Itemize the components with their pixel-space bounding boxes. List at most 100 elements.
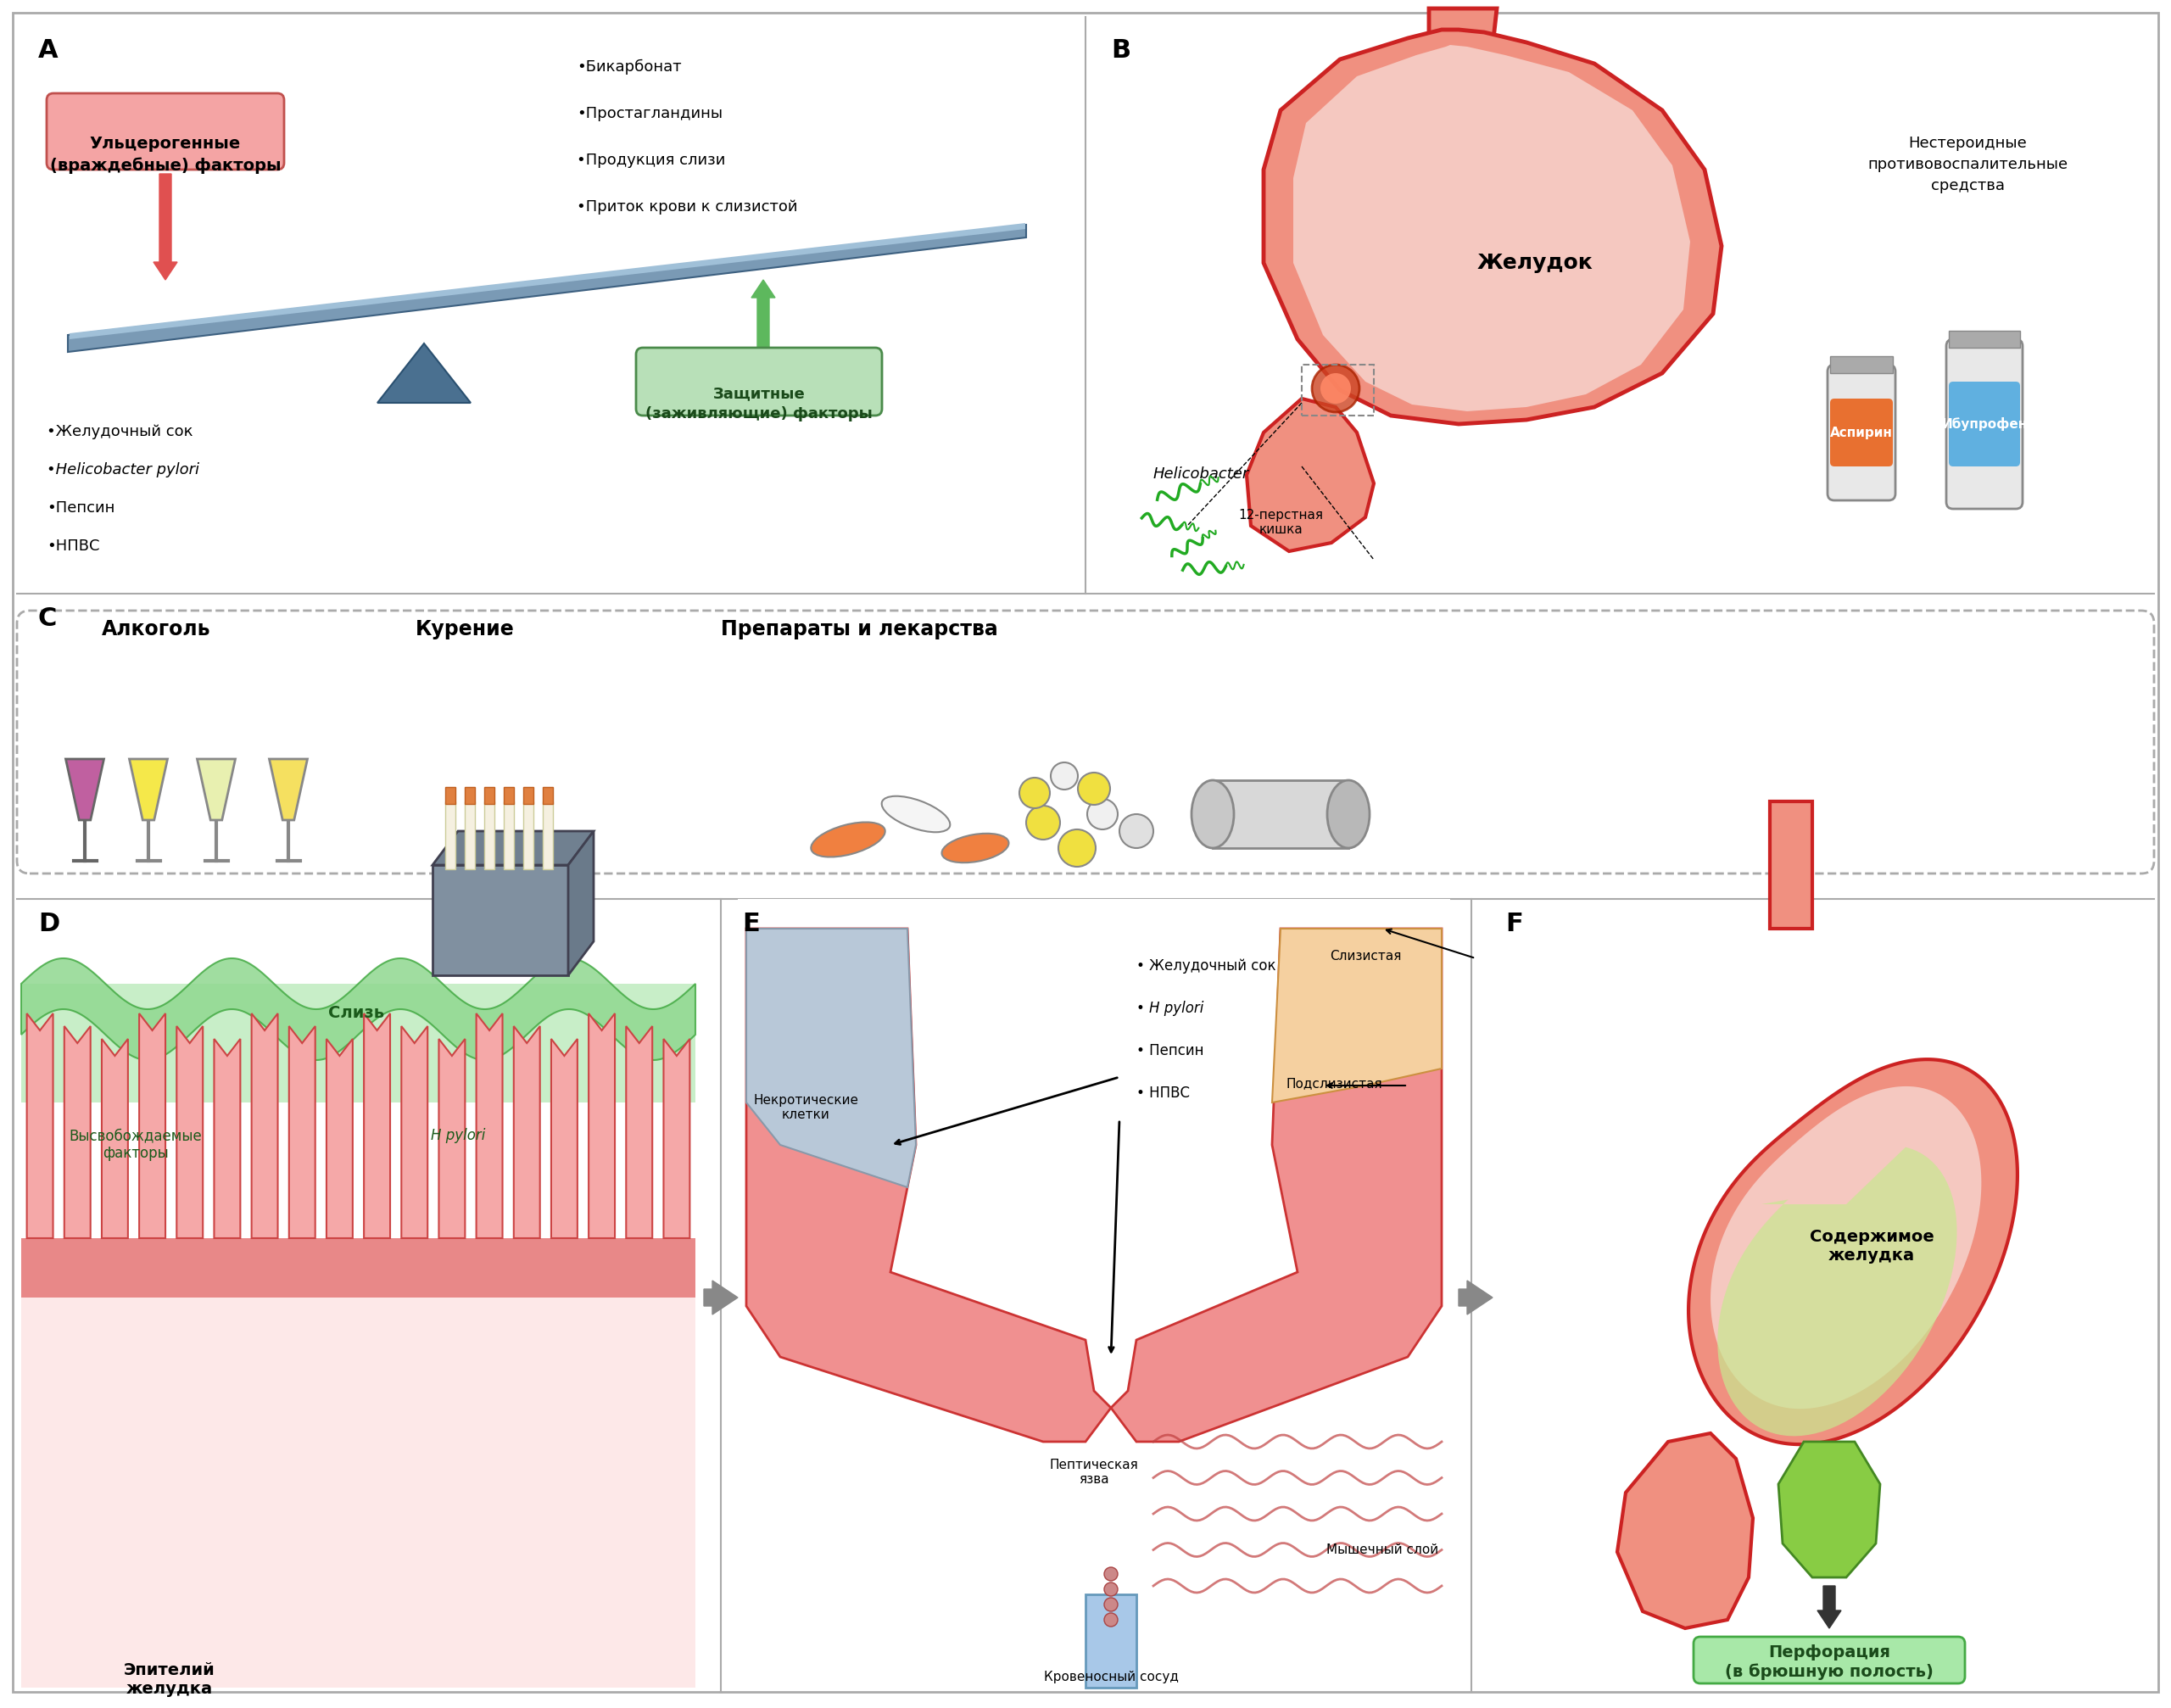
FancyBboxPatch shape bbox=[1945, 340, 2023, 509]
Circle shape bbox=[1059, 830, 1096, 866]
FancyBboxPatch shape bbox=[1828, 366, 1895, 500]
Polygon shape bbox=[1429, 9, 1496, 55]
Bar bbox=[1303, 366, 1374, 415]
Text: A: A bbox=[39, 38, 59, 63]
Polygon shape bbox=[432, 832, 593, 864]
Bar bbox=[445, 787, 456, 804]
Text: •Helicobacter pylori: •Helicobacter pylori bbox=[46, 463, 200, 478]
Polygon shape bbox=[326, 1038, 352, 1238]
Polygon shape bbox=[1817, 1587, 1841, 1628]
Polygon shape bbox=[439, 1038, 465, 1238]
Text: • НПВС: • НПВС bbox=[1135, 1086, 1190, 1100]
Polygon shape bbox=[1112, 929, 1442, 1442]
Bar bbox=[465, 801, 475, 869]
Bar bbox=[22, 1238, 695, 1298]
Polygon shape bbox=[130, 758, 167, 820]
Polygon shape bbox=[1717, 1148, 1956, 1436]
Polygon shape bbox=[1086, 1594, 1135, 1688]
Circle shape bbox=[1020, 777, 1051, 808]
Text: Некротические
клетки: Некротические клетки bbox=[753, 1095, 858, 1122]
Ellipse shape bbox=[942, 834, 1010, 863]
Text: •Бикарбонат: •Бикарбонат bbox=[577, 60, 682, 75]
Polygon shape bbox=[1689, 1059, 2017, 1445]
Bar bbox=[543, 787, 554, 804]
Polygon shape bbox=[102, 1038, 128, 1238]
Polygon shape bbox=[378, 343, 471, 403]
Text: Подслизистая: Подслизистая bbox=[1285, 1078, 1383, 1090]
FancyBboxPatch shape bbox=[46, 94, 284, 169]
Polygon shape bbox=[365, 1013, 391, 1238]
Text: •Пепсин: •Пепсин bbox=[46, 500, 115, 516]
Text: •Простагландины: •Простагландины bbox=[577, 106, 723, 121]
Circle shape bbox=[1088, 799, 1118, 830]
Text: •Приток крови к слизистой: •Приток крови к слизистой bbox=[577, 200, 797, 215]
Text: Нестероидные
противовоспалительные
средства: Нестероидные противовоспалительные средс… bbox=[1867, 135, 2067, 193]
FancyBboxPatch shape bbox=[1950, 381, 2019, 466]
Polygon shape bbox=[215, 1038, 241, 1238]
Polygon shape bbox=[475, 1013, 502, 1238]
Polygon shape bbox=[1459, 1281, 1494, 1315]
Bar bbox=[484, 801, 495, 869]
Circle shape bbox=[1105, 1583, 1118, 1595]
Bar bbox=[1830, 357, 1893, 372]
Text: Helicobacter: Helicobacter bbox=[1153, 466, 1248, 482]
Polygon shape bbox=[252, 1013, 278, 1238]
Text: B: B bbox=[1112, 38, 1131, 63]
Text: •Желудочный сок: •Желудочный сок bbox=[46, 424, 193, 439]
Polygon shape bbox=[139, 1013, 165, 1238]
Text: C: C bbox=[39, 606, 56, 630]
Bar bbox=[484, 787, 495, 804]
Text: • H pylori: • H pylori bbox=[1135, 1001, 1203, 1016]
Circle shape bbox=[1105, 1568, 1118, 1582]
Circle shape bbox=[1105, 1597, 1118, 1611]
Bar bbox=[738, 898, 1450, 1688]
Polygon shape bbox=[1272, 929, 1442, 1102]
Polygon shape bbox=[703, 1281, 738, 1315]
Polygon shape bbox=[1246, 398, 1374, 552]
Polygon shape bbox=[154, 174, 178, 280]
Text: Пептическая
язва: Пептическая язва bbox=[1049, 1459, 1138, 1486]
Text: •Продукция слизи: •Продукция слизи bbox=[577, 152, 725, 167]
Text: Содержимое
желудка: Содержимое желудка bbox=[1808, 1230, 1934, 1264]
FancyBboxPatch shape bbox=[1693, 1636, 1965, 1684]
Text: H pylori: H pylori bbox=[430, 1127, 486, 1143]
Text: Мышечный слой: Мышечный слой bbox=[1326, 1544, 1439, 1556]
Polygon shape bbox=[664, 1038, 690, 1238]
Polygon shape bbox=[588, 1013, 614, 1238]
Text: Курение: Курение bbox=[415, 618, 515, 639]
Polygon shape bbox=[289, 1027, 315, 1238]
Polygon shape bbox=[1711, 1086, 1982, 1409]
Bar bbox=[445, 801, 456, 869]
Bar bbox=[1769, 801, 1813, 929]
Text: Слизистая: Слизистая bbox=[1329, 950, 1400, 963]
Circle shape bbox=[1120, 815, 1153, 849]
Text: • Пепсин: • Пепсин bbox=[1135, 1044, 1203, 1059]
Text: Перфорация
(в брюшную полость): Перфорация (в брюшную полость) bbox=[1726, 1645, 1934, 1681]
Polygon shape bbox=[1778, 1442, 1880, 1578]
Circle shape bbox=[1051, 762, 1077, 789]
Circle shape bbox=[1027, 806, 1059, 840]
Polygon shape bbox=[67, 225, 1027, 352]
Polygon shape bbox=[65, 758, 104, 820]
Polygon shape bbox=[65, 1027, 91, 1238]
Text: • Желудочный сок: • Желудочный сок bbox=[1135, 958, 1277, 974]
Polygon shape bbox=[69, 224, 1025, 340]
Bar bbox=[523, 801, 534, 869]
Text: Ульцерогенные
(враждебные) факторы: Ульцерогенные (враждебные) факторы bbox=[50, 135, 280, 174]
FancyBboxPatch shape bbox=[636, 348, 881, 415]
Polygon shape bbox=[26, 1013, 52, 1238]
Text: Желудок: Желудок bbox=[1476, 253, 1594, 273]
Polygon shape bbox=[747, 929, 916, 1187]
Bar bbox=[465, 787, 475, 804]
Polygon shape bbox=[22, 958, 695, 1061]
Circle shape bbox=[1077, 772, 1109, 804]
FancyBboxPatch shape bbox=[17, 610, 2154, 873]
Ellipse shape bbox=[881, 796, 951, 832]
Polygon shape bbox=[625, 1027, 651, 1238]
Ellipse shape bbox=[1192, 781, 1233, 849]
Bar bbox=[432, 864, 569, 975]
Text: Ибупрофен: Ибупрофен bbox=[1941, 417, 2028, 430]
Bar bbox=[22, 984, 695, 1102]
Polygon shape bbox=[1264, 29, 1722, 424]
Polygon shape bbox=[176, 1027, 202, 1238]
